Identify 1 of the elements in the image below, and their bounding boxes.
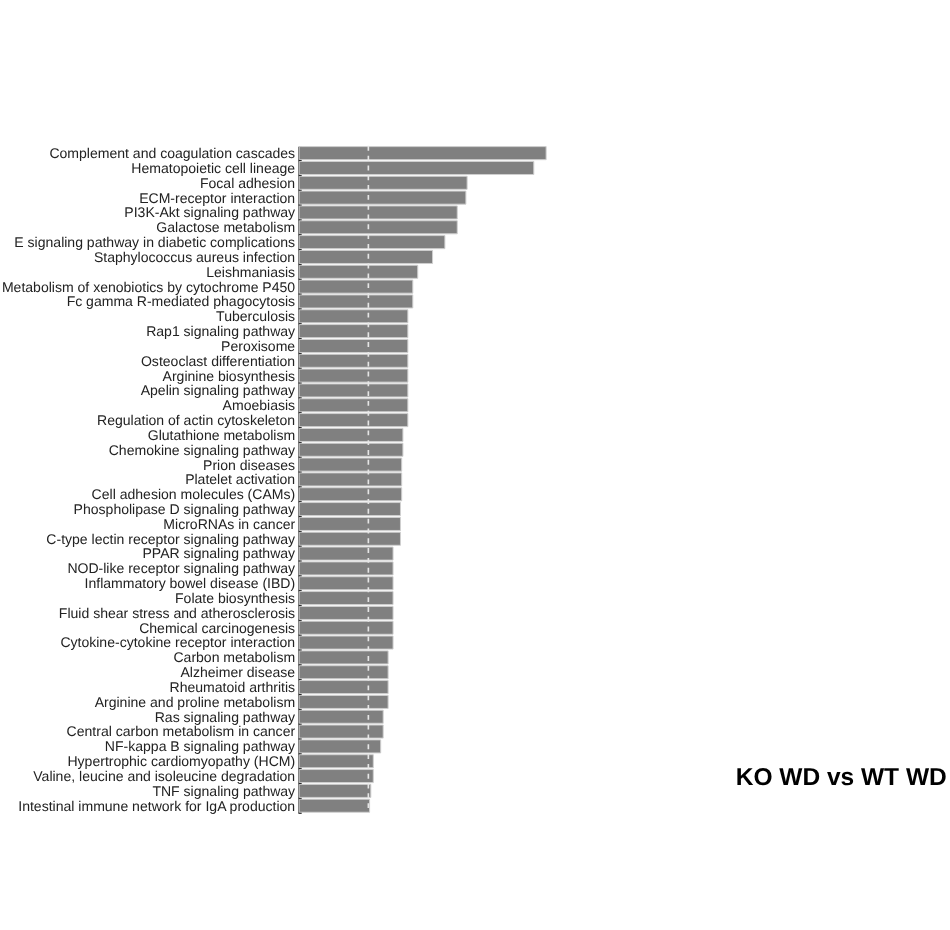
text: KO WD vs WT WD (735, 763, 948, 792)
